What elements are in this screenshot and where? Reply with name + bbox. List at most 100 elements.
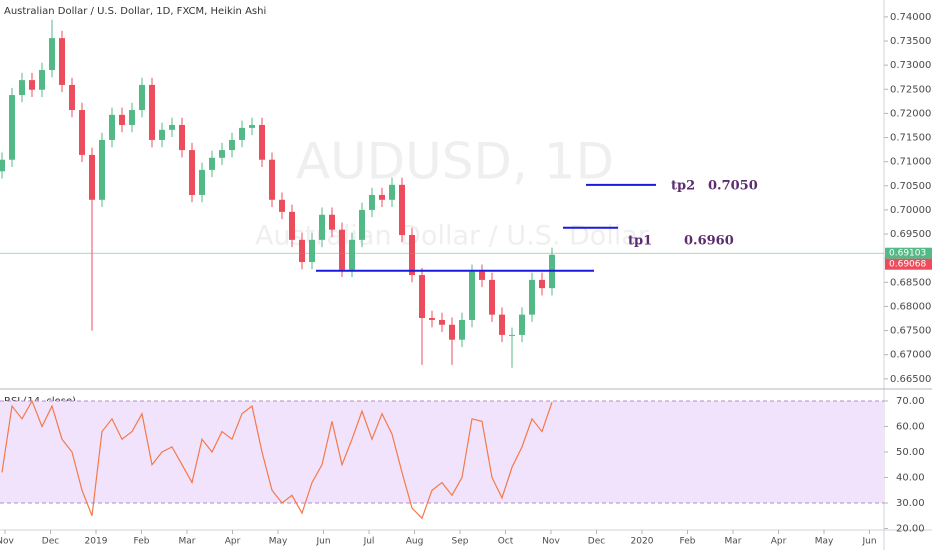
candle-body bbox=[39, 69, 45, 90]
candle-body bbox=[219, 150, 225, 158]
chart-title: Australian Dollar / U.S. Dollar, 1D, FXC… bbox=[4, 6, 266, 17]
candle-body bbox=[439, 319, 445, 325]
candle-body bbox=[169, 124, 175, 130]
annotation-label: 0.7050 bbox=[708, 179, 758, 194]
x-tick-label: Sep bbox=[452, 537, 469, 547]
x-tick-label: Jun bbox=[861, 537, 876, 547]
y-tick-label: 0.67000 bbox=[890, 350, 931, 361]
candle-body bbox=[189, 150, 195, 195]
x-tick-label: May bbox=[269, 537, 288, 547]
candle-body bbox=[449, 324, 455, 340]
candle-body bbox=[89, 154, 95, 200]
candle-body bbox=[99, 139, 105, 200]
candle-body bbox=[459, 319, 465, 340]
x-tick-label: Apr bbox=[225, 537, 241, 547]
annotation-label: 0.6960 bbox=[684, 234, 734, 249]
x-tick-label: 2019 bbox=[85, 537, 108, 547]
candle-body bbox=[529, 279, 535, 315]
x-tick-label: Nov bbox=[0, 537, 14, 547]
candle-body bbox=[339, 229, 345, 270]
y-tick-label: 70.00 bbox=[896, 396, 925, 407]
y-tick-label: 0.67500 bbox=[890, 326, 931, 337]
y-tick-label: 0.69500 bbox=[890, 229, 931, 240]
y-tick-label: 30.00 bbox=[896, 498, 925, 509]
candle-body bbox=[209, 157, 215, 170]
candle-body bbox=[9, 95, 15, 160]
x-tick-label: Nov bbox=[542, 537, 560, 547]
candle-body bbox=[429, 318, 435, 320]
x-tick-label: Apr bbox=[771, 537, 787, 547]
candle-body bbox=[269, 159, 275, 200]
candle-body bbox=[369, 194, 375, 210]
candle-body bbox=[359, 209, 365, 240]
candle-body bbox=[159, 129, 165, 140]
candle-body bbox=[539, 279, 545, 289]
y-tick-label: 0.71000 bbox=[890, 157, 931, 168]
candle-body bbox=[29, 80, 35, 90]
candle-body bbox=[59, 38, 65, 85]
rsi-line bbox=[1, 399, 553, 520]
candle-body bbox=[259, 124, 265, 160]
candle-body bbox=[239, 127, 245, 140]
candle-body bbox=[249, 124, 255, 128]
candle-body bbox=[129, 110, 135, 125]
candle-body bbox=[389, 184, 395, 200]
x-tick-label: Dec bbox=[588, 537, 605, 547]
y-tick-label: 0.66500 bbox=[890, 374, 931, 385]
candle-body bbox=[119, 114, 125, 125]
x-tick-label: Dec bbox=[42, 537, 59, 547]
candle-body bbox=[49, 38, 55, 70]
y-tick-label: 0.70500 bbox=[890, 181, 931, 192]
x-tick-label: Feb bbox=[680, 537, 696, 547]
candle-body bbox=[179, 124, 185, 151]
candle-body bbox=[319, 214, 325, 240]
x-tick-label: Jul bbox=[363, 537, 375, 547]
y-tick-label: 0.68000 bbox=[890, 301, 931, 312]
y-tick-label: 0.70000 bbox=[890, 205, 931, 216]
candle-body bbox=[299, 239, 305, 263]
x-tick-label: May bbox=[815, 537, 834, 547]
price-label-box bbox=[885, 247, 932, 259]
x-tick-label: Oct bbox=[498, 537, 514, 547]
y-tick-label: 20.00 bbox=[896, 523, 925, 534]
y-tick-label: 0.73000 bbox=[890, 60, 931, 71]
candle-body bbox=[419, 275, 425, 319]
price-label: 0.69068 bbox=[889, 260, 926, 270]
candle-body bbox=[519, 314, 525, 335]
candle-body bbox=[399, 184, 405, 236]
candle-body bbox=[289, 211, 295, 240]
y-tick-label: 0.72000 bbox=[890, 108, 931, 119]
y-tick-label: 0.72500 bbox=[890, 84, 931, 95]
candle-body bbox=[499, 314, 505, 335]
candle-body bbox=[409, 235, 415, 276]
candle-body bbox=[279, 199, 285, 212]
candle-body bbox=[229, 139, 235, 151]
candle-body bbox=[139, 84, 145, 111]
y-tick-label: 0.73500 bbox=[890, 36, 931, 47]
annotation-name: tp1 bbox=[628, 234, 652, 249]
candle-body bbox=[489, 279, 495, 315]
x-tick-label: Mar bbox=[725, 537, 742, 547]
candle-body bbox=[79, 110, 85, 155]
candle-body bbox=[309, 239, 315, 263]
x-tick-label: Jun bbox=[315, 537, 330, 547]
candle-body bbox=[199, 169, 205, 195]
annotation-name: tp2 bbox=[671, 179, 695, 194]
candle-body bbox=[479, 271, 485, 280]
candle-body bbox=[469, 271, 475, 320]
candle-body bbox=[509, 334, 515, 336]
candle-body bbox=[109, 114, 115, 140]
candle-body bbox=[149, 84, 155, 140]
rsi-band bbox=[0, 400, 884, 503]
watermark: AUDUSD, 1D bbox=[296, 133, 614, 191]
candle-body bbox=[329, 214, 335, 230]
y-tick-label: 0.74000 bbox=[890, 12, 931, 23]
price-label-box bbox=[885, 258, 932, 270]
y-tick-label: 40.00 bbox=[896, 472, 925, 483]
price-label: 0.69103 bbox=[889, 249, 926, 259]
candle-body bbox=[379, 194, 385, 200]
candle-body bbox=[0, 159, 5, 172]
candle-body bbox=[349, 239, 355, 270]
candle-body bbox=[19, 80, 25, 96]
